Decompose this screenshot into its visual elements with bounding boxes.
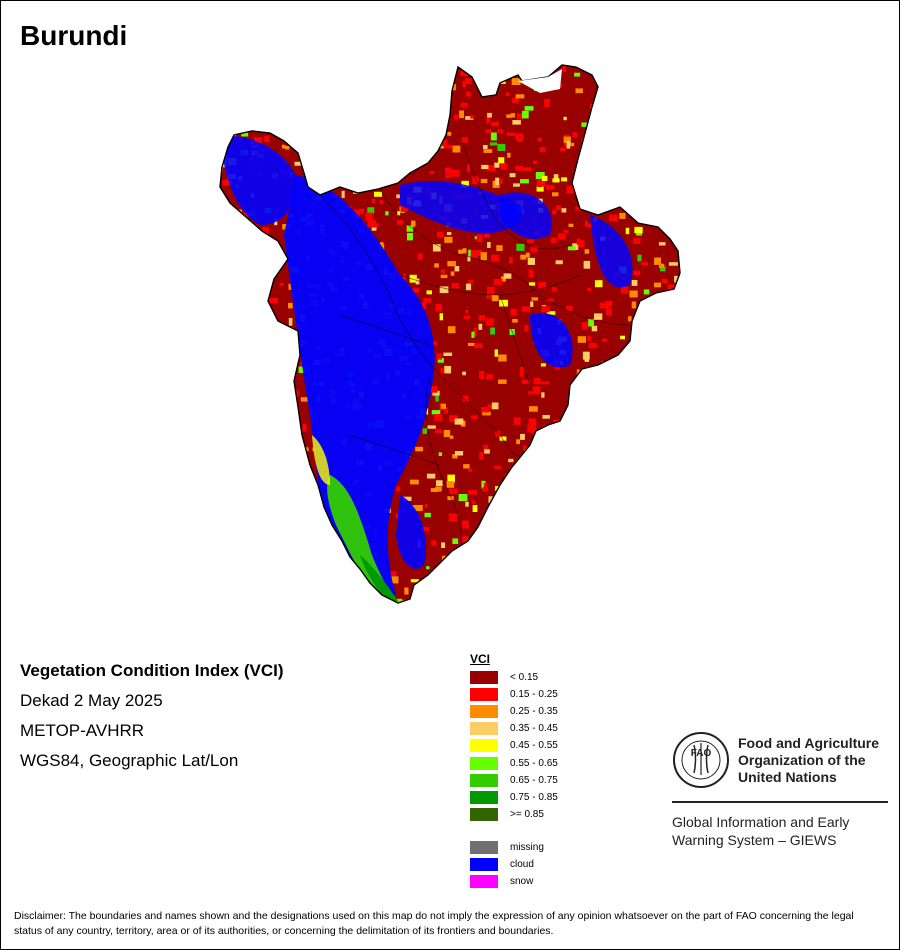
legend-classes: < 0.15 0.15 - 0.25 0.25 - 0.35 0.35 - 0.45 0… — [470, 669, 558, 823]
legend-swatch — [470, 756, 498, 770]
legend-item: 0.55 - 0.65 — [470, 754, 558, 771]
legend-item: 0.15 - 0.25 — [470, 686, 558, 703]
legend-item: missing — [470, 839, 558, 856]
legend-swatch — [470, 773, 498, 787]
index-name: Vegetation Condition Index (VCI) — [20, 661, 284, 680]
legend-swatch — [470, 739, 498, 753]
legend-item: snow — [470, 873, 558, 890]
vci-map — [219, 64, 681, 604]
legend-label: < 0.15 — [510, 672, 539, 684]
legend-title: VCI — [470, 652, 491, 666]
legend-swatch — [470, 875, 498, 889]
legend-label: 0.25 - 0.35 — [510, 706, 558, 718]
water-body — [518, 69, 562, 93]
legend-label: 0.65 - 0.75 — [510, 774, 558, 786]
legend-item: cloud — [470, 856, 558, 873]
legend: VCI < 0.15 0.15 - 0.25 0.25 - 0.35 0.35 - 0… — [470, 652, 558, 890]
legend-label: >= 0.85 — [510, 808, 544, 820]
legend-label: snow — [510, 876, 534, 888]
legend-swatch — [470, 705, 498, 719]
legend-label: cloud — [510, 858, 534, 870]
legend-label: 0.75 - 0.85 — [510, 791, 558, 803]
legend-label: 0.55 - 0.65 — [510, 757, 558, 769]
vci-raster — [220, 65, 680, 603]
legend-swatch — [470, 688, 498, 702]
legend-swatch — [470, 671, 498, 685]
legend-swatch — [470, 857, 498, 871]
legend-item: 0.75 - 0.85 — [470, 789, 558, 806]
branding-divider — [672, 801, 888, 803]
disclaimer: Disclaimer: The boundaries and names sho… — [14, 910, 854, 937]
map-info: Vegetation Condition Index (VCI) Dekad 2… — [20, 656, 284, 776]
legend-swatch — [470, 807, 498, 821]
projection-label: WGS84, Geographic Lat/Lon — [20, 751, 239, 770]
legend-label: 0.15 - 0.25 — [510, 689, 558, 701]
legend-swatch — [470, 840, 498, 854]
legend-item: >= 0.85 — [470, 806, 558, 823]
period-label: Dekad 2 May 2025 — [20, 691, 163, 710]
legend-swatch — [470, 790, 498, 804]
organization-name: Food and Agriculture Organization of the… — [738, 735, 880, 785]
giews-label: Global Information and Early Warning Sys… — [672, 814, 850, 848]
legend-label: 0.35 - 0.45 — [510, 723, 558, 735]
legend-label: missing — [510, 841, 544, 853]
legend-item: 0.65 - 0.75 — [470, 772, 558, 789]
legend-item: < 0.15 — [470, 669, 558, 686]
legend-label: 0.45 - 0.55 — [510, 740, 558, 752]
legend-item: 0.25 - 0.35 — [470, 703, 558, 720]
legend-item: 0.35 - 0.45 — [470, 720, 558, 737]
fao-logo: FAO — [673, 732, 729, 788]
map-title: Burundi — [20, 20, 128, 51]
sensor-label: METOP-AVHRR — [20, 721, 145, 740]
admin-boundaries — [319, 134, 631, 546]
legend-item: 0.45 - 0.55 — [470, 737, 558, 754]
legend-swatch — [470, 722, 498, 736]
fao-logo-text: FAO — [691, 748, 712, 759]
legend-special: missing cloud snow — [470, 839, 558, 890]
